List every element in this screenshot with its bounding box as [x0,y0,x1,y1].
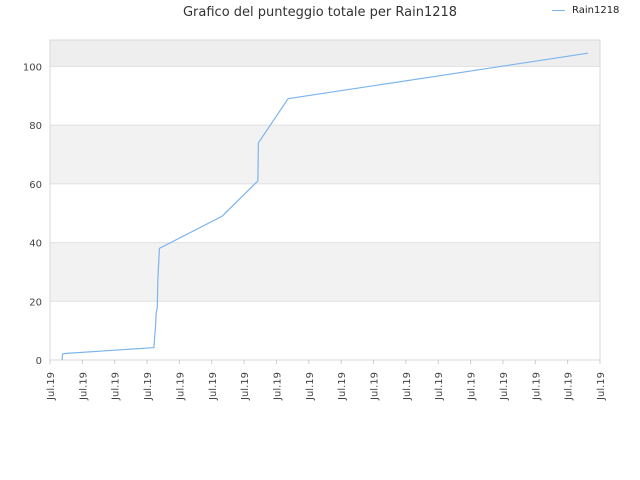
x-tick-label: Jul.19 [208,372,219,401]
x-tick-label: Jul.19 [564,372,575,401]
y-tick-label: 40 [29,239,42,250]
x-tick-label: Jul.19 [337,372,348,401]
legend-swatch [552,10,565,11]
x-tick-label: Jul.19 [111,372,122,401]
x-tick-label: Jul.19 [402,372,413,401]
x-tick-label: Jul.19 [143,372,154,401]
series-line [61,52,588,361]
y-tick-label: 0 [36,356,42,367]
x-tick-label: Jul.19 [467,372,478,401]
y-tick-label: 60 [29,180,42,191]
x-tick-label: Jul.19 [175,372,186,401]
plot-band [50,40,600,67]
x-tick-label: Jul.19 [305,372,316,401]
x-tick-label: Jul.19 [78,372,89,401]
x-tick-label: Jul.19 [370,372,381,401]
x-tick-label: Jul.19 [499,372,510,401]
x-tick-label: Jul.19 [531,372,542,401]
y-tick-label: 20 [29,297,42,308]
legend[interactable]: Rain1218 [552,5,619,16]
x-tick-label: Jul.19 [240,372,251,401]
plot-band [50,125,600,184]
y-tick-label: 100 [23,62,42,73]
plot-band [50,242,600,302]
y-tick-label: 80 [29,121,42,132]
plot-border [49,39,601,361]
x-tick-label: Jul.19 [272,372,283,401]
x-tick-label: Jul.19 [596,372,607,401]
chart-title: Grafico del punteggio totale per Rain121… [182,5,458,20]
x-tick-label: Jul.19 [434,372,445,401]
x-tick-label: Jul.19 [46,372,57,401]
legend-label: Rain1218 [572,5,620,16]
